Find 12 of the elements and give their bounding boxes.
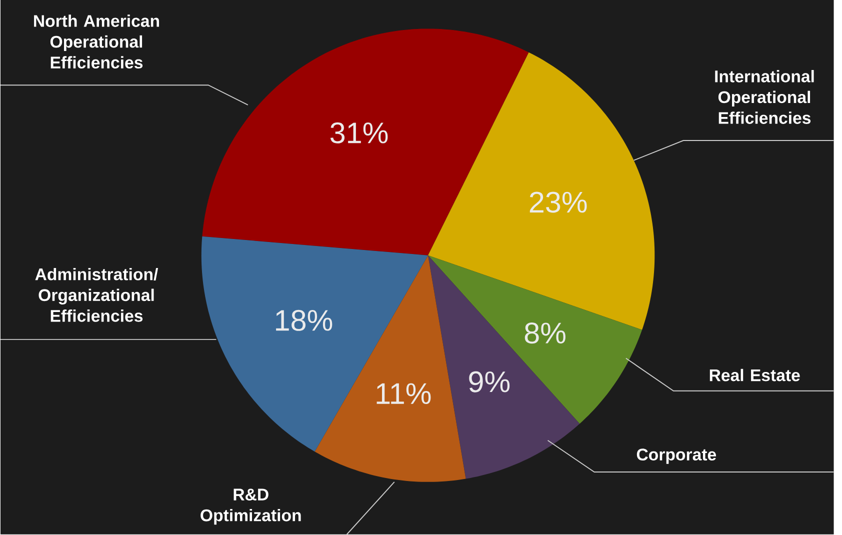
slice-label: Corporate xyxy=(636,448,716,464)
data-label: 11% xyxy=(376,383,431,404)
slice-label: Administration/ Organizational Efficiencies xyxy=(35,268,158,322)
slice-label: International Operational Efficiencies xyxy=(715,70,814,124)
slice-label: North American Operational Efficiencies xyxy=(34,14,159,69)
data-label: 8% xyxy=(524,322,566,344)
data-label: 31% xyxy=(330,122,388,144)
data-label: 9% xyxy=(469,371,510,392)
slice-label: R&D Optimization xyxy=(200,488,301,525)
data-label: 23% xyxy=(530,192,587,213)
data-label: 18% xyxy=(276,310,332,331)
slice-label: Real Estate xyxy=(710,368,800,382)
